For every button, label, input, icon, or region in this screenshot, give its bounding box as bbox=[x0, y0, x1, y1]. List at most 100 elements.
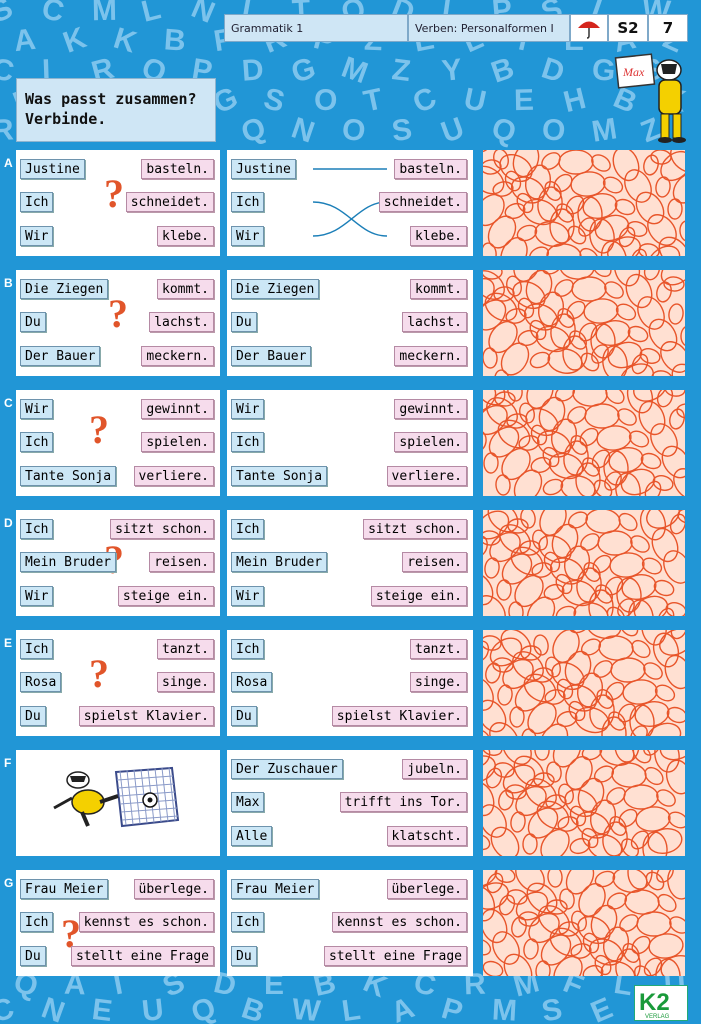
verb-chip[interactable]: steige ein. bbox=[370, 586, 467, 606]
verb-chip: kennst es schon. bbox=[78, 912, 214, 932]
scribble-panel bbox=[483, 630, 685, 736]
background-letter: K bbox=[58, 21, 91, 60]
subject-chip[interactable]: Max bbox=[231, 792, 265, 812]
subject-chip: Du bbox=[20, 706, 46, 726]
background-letter: U bbox=[140, 992, 166, 1024]
subject-chip[interactable]: Der Zuschauer bbox=[231, 759, 343, 779]
background-letter: C bbox=[38, 0, 67, 29]
scribble-panel bbox=[483, 270, 685, 376]
verb-chip: singe. bbox=[157, 672, 214, 692]
instruction-line-1: Was passt zusammen? bbox=[25, 90, 197, 108]
subject-chip: Ich bbox=[20, 519, 54, 539]
answer-panel: Ich sitzt schon. Mein Bruder reisen. Wir stei… bbox=[227, 510, 473, 616]
subject-chip[interactable]: Ich bbox=[231, 912, 265, 932]
subject-chip[interactable]: Wir bbox=[231, 399, 265, 419]
verb-chip: spielen. bbox=[141, 432, 214, 452]
background-letter: W bbox=[290, 992, 322, 1024]
subject-chip: Wir bbox=[20, 226, 54, 246]
verb-chip[interactable]: kommt. bbox=[410, 279, 467, 299]
page-number: 7 bbox=[648, 14, 688, 42]
background-letter: Q bbox=[237, 111, 270, 150]
verb-chip[interactable]: gewinnt. bbox=[394, 399, 467, 419]
subject-chip[interactable]: Justine bbox=[231, 159, 296, 179]
subject-chip: Der Bauer bbox=[20, 346, 101, 366]
verb-chip: lachst. bbox=[149, 312, 214, 332]
background-letter: A bbox=[12, 22, 38, 59]
subject-chip[interactable]: Frau Meier bbox=[231, 879, 320, 899]
background-letter: C bbox=[0, 52, 17, 89]
verb-chip: sitzt schon. bbox=[110, 519, 214, 539]
subject-chip: Ich bbox=[20, 432, 54, 452]
subject-chip[interactable]: Ich bbox=[231, 432, 265, 452]
verb-chip[interactable]: überlege. bbox=[386, 879, 467, 899]
subject-chip[interactable]: Du bbox=[231, 706, 257, 726]
subject-chip[interactable]: Ich bbox=[231, 639, 265, 659]
question-mark-icon: ? bbox=[104, 171, 124, 216]
subject-chip[interactable]: Ich bbox=[231, 519, 265, 539]
verb-chip[interactable]: klebe. bbox=[410, 226, 467, 246]
task-panel bbox=[16, 750, 220, 856]
verb-chip[interactable]: lachst. bbox=[402, 312, 467, 332]
subject-chip[interactable]: Alle bbox=[231, 826, 273, 846]
verb-chip[interactable]: kennst es schon. bbox=[331, 912, 467, 932]
subject-chip[interactable]: Tante Sonja bbox=[231, 466, 328, 486]
subject-chip: Rosa bbox=[20, 672, 62, 692]
verb-chip[interactable]: stellt eine Frage bbox=[323, 946, 467, 966]
subject-chip[interactable]: Wir bbox=[231, 226, 265, 246]
verb-chip: überlege. bbox=[133, 879, 214, 899]
verb-chip[interactable]: reisen. bbox=[402, 552, 467, 572]
subject-chip[interactable]: Rosa bbox=[231, 672, 273, 692]
subject-chip[interactable]: Wir bbox=[231, 586, 265, 606]
question-mark-icon: ? bbox=[89, 651, 109, 696]
background-letter: C bbox=[407, 81, 442, 121]
subject-chip[interactable]: Der Bauer bbox=[231, 346, 312, 366]
subject-chip: Justine bbox=[20, 159, 85, 179]
subject-chip: Tante Sonja bbox=[20, 466, 117, 486]
level-badge: S2 bbox=[608, 14, 648, 42]
background-letter: Q bbox=[487, 111, 520, 150]
background-letter: E bbox=[513, 83, 535, 118]
subject-chip[interactable]: Du bbox=[231, 312, 257, 332]
verb-chip[interactable]: singe. bbox=[410, 672, 467, 692]
question-mark-icon: ? bbox=[61, 911, 81, 956]
verb-chip[interactable]: basteln. bbox=[394, 159, 467, 179]
question-mark-icon: ? bbox=[89, 407, 109, 452]
verb-chip[interactable]: verliere. bbox=[386, 466, 467, 486]
verb-chip[interactable]: tanzt. bbox=[410, 639, 467, 659]
verb-chip: klebe. bbox=[157, 226, 214, 246]
task-panel: ? Justine basteln. Ich schneidet. Wir klebe. bbox=[16, 150, 220, 256]
subject-chip[interactable]: Du bbox=[231, 946, 257, 966]
publisher-logo: K2 VERLAG bbox=[634, 985, 688, 1021]
subject-chip: Mein Bruder bbox=[20, 552, 117, 572]
verb-chip[interactable]: jubeln. bbox=[402, 759, 467, 779]
row-label: G bbox=[4, 876, 14, 890]
header-topic: Verben: Personalformen I bbox=[408, 14, 570, 42]
subject-chip: Die Ziegen bbox=[20, 279, 109, 299]
verb-chip: verliere. bbox=[133, 466, 214, 486]
background-letter: N bbox=[287, 111, 319, 150]
subject-chip[interactable]: Ich bbox=[231, 192, 265, 212]
verb-chip[interactable]: spielst Klavier. bbox=[331, 706, 467, 726]
subject-chip: Du bbox=[20, 312, 46, 332]
publisher-logo-text: K2 bbox=[639, 989, 670, 1016]
task-panel: ? Die Ziegen kommt. Du lachst. Der Bauer mecke… bbox=[16, 270, 220, 376]
scribble-panel bbox=[483, 150, 685, 256]
scribble-panel bbox=[483, 390, 685, 496]
answer-panel: Frau Meier überlege. Ich kennst es schon. Du… bbox=[227, 870, 473, 976]
background-letter: E bbox=[90, 992, 115, 1024]
verb-chip[interactable]: meckern. bbox=[394, 346, 467, 366]
verb-chip[interactable]: klatscht. bbox=[386, 826, 467, 846]
verb-chip[interactable]: trifft ins Tor. bbox=[339, 792, 467, 812]
verb-chip[interactable]: spielen. bbox=[394, 432, 467, 452]
verb-chip[interactable]: schneidet. bbox=[378, 192, 467, 212]
header-subject: Grammatik 1 bbox=[224, 14, 408, 42]
row-label: D bbox=[4, 516, 13, 530]
row-label: C bbox=[4, 396, 13, 410]
subject-chip[interactable]: Mein Bruder bbox=[231, 552, 328, 572]
background-letter: U bbox=[436, 111, 469, 150]
question-mark-icon: ? bbox=[108, 291, 128, 336]
background-letter: N bbox=[37, 991, 69, 1024]
scribble-panel bbox=[483, 750, 685, 856]
subject-chip[interactable]: Die Ziegen bbox=[231, 279, 320, 299]
verb-chip[interactable]: sitzt schon. bbox=[363, 519, 467, 539]
